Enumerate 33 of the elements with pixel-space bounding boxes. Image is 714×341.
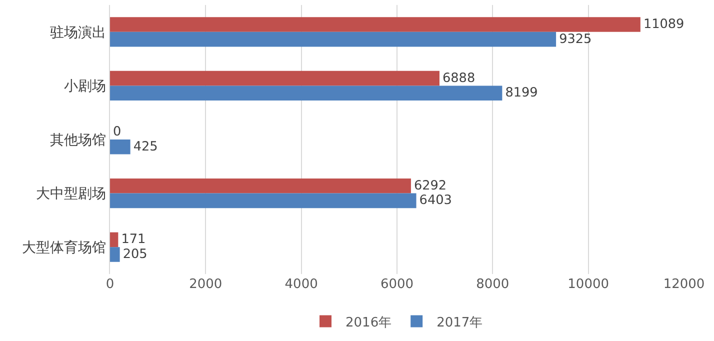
data-label: 0: [113, 124, 122, 140]
bar: [110, 140, 130, 154]
data-label: 8199: [505, 86, 538, 101]
legend-label: 2016年: [346, 315, 392, 330]
data-label: 9325: [559, 32, 592, 47]
x-tick-label: 6000: [380, 277, 414, 292]
x-tick-label: 2000: [189, 277, 222, 292]
data-label: 6292: [414, 178, 447, 194]
y-tick-label: 大型体育场馆: [22, 239, 106, 256]
x-tick-label: 4000: [284, 277, 318, 292]
x-tick-label: 12000: [663, 277, 705, 292]
data-label: 205: [122, 246, 148, 262]
y-tick-label: 小剧场: [64, 78, 106, 95]
data-label: 425: [133, 139, 158, 154]
bar: [110, 193, 416, 208]
bar: [110, 247, 120, 262]
x-tick-label: 10000: [568, 277, 610, 292]
x-tick-label: 8000: [476, 277, 510, 292]
x-tick-label: 0: [106, 277, 114, 292]
data-label: 6403: [419, 193, 452, 208]
bar: [110, 70, 440, 86]
data-label: 11089: [643, 16, 684, 32]
data-label: 171: [121, 232, 146, 248]
legend-label: 2017年: [436, 315, 483, 330]
y-tick-label: 驻场演出: [50, 24, 106, 41]
bar: [110, 32, 556, 47]
data-label: 6888: [442, 70, 476, 86]
y-tick-label: 其他场馆: [50, 132, 106, 148]
y-tick-label: 大中型剧场: [36, 186, 106, 202]
bar: [110, 232, 118, 248]
bar: [110, 178, 411, 194]
bar: [110, 86, 502, 100]
bar: [110, 17, 640, 32]
